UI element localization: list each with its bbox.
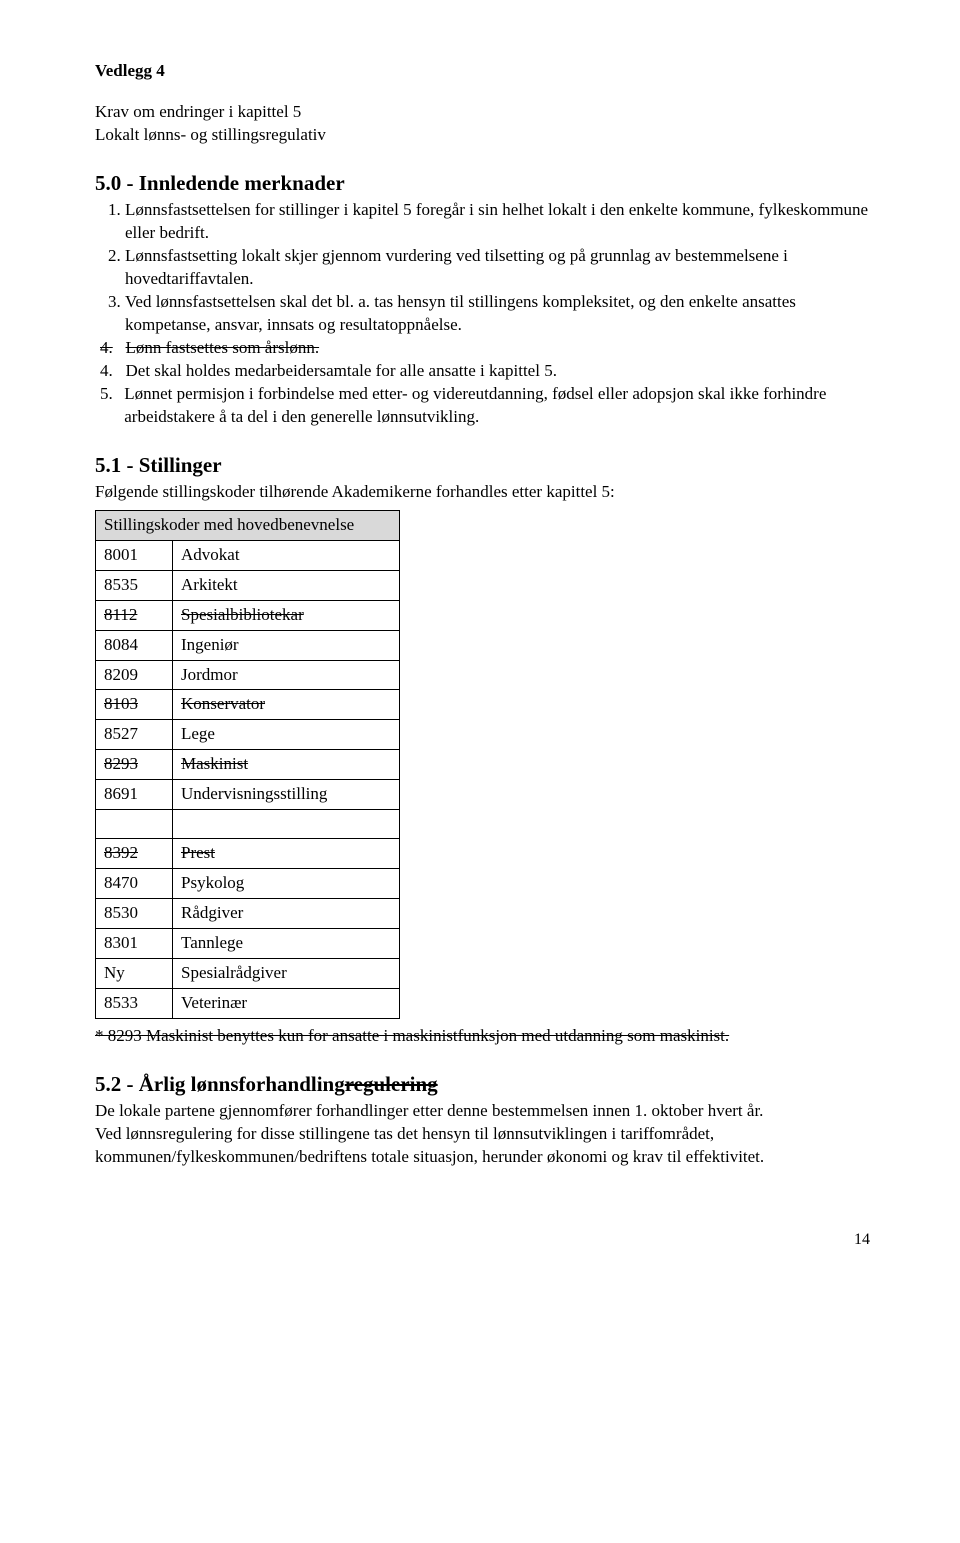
subtitle-line2: Lokalt lønns- og stillingsregulativ [95,124,870,147]
renumbered-item-4: 4. Det skal holdes medarbeidersamtale fo… [95,360,870,383]
name-cell: Veterinær [173,988,400,1018]
stillingskoder-table: Stillingskoder med hovedbenevnelse 8001A… [95,510,400,1019]
code-cell: 8533 [96,988,173,1018]
page-number: 14 [95,1229,870,1251]
struck-text: Lønn fastsettes som årslønn. [126,338,320,357]
table-row: 8293Maskinist [96,750,400,780]
table-row: 8301Tannlege [96,929,400,959]
code-cell: 8470 [96,869,173,899]
subtitle-block: Krav om endringer i kapittel 5 Lokalt lø… [95,101,870,147]
item-text: Det skal holdes medarbeidersamtale for a… [126,361,557,380]
list-item: Ved lønnsfastsettelsen skal det bl. a. t… [125,291,870,337]
code-cell: 8293 [96,750,173,780]
table-row: 8112Spesialbibliotekar [96,600,400,630]
table-row: 8001Advokat [96,540,400,570]
code-cell: 8084 [96,630,173,660]
code-cell: 8392 [96,839,173,869]
title-struck-word: regulering [345,1072,438,1096]
table-row: 8527Lege [96,720,400,750]
section-5-0-list: Lønnsfastsettelsen for stillinger i kapi… [95,199,870,337]
struck-label: 4. [100,338,113,357]
code-cell: 8301 [96,929,173,959]
name-cell: Tannlege [173,929,400,959]
title-prefix: 5.2 - Årlig lønns [95,1072,239,1096]
name-cell: Konservator [173,690,400,720]
table-row: NySpesialrådgiver [96,958,400,988]
renumbered-item-5: 5. Lønnet permisjon i forbindelse med et… [95,383,870,429]
name-cell: Spesialbibliotekar [173,600,400,630]
table-row: 8084Ingeniør [96,630,400,660]
table-row: 8535Arkitekt [96,570,400,600]
code-cell: 8691 [96,780,173,810]
name-cell: Maskinist [173,750,400,780]
name-cell: Rådgiver [173,899,400,929]
table-row: 8103Konservator [96,690,400,720]
name-cell: Undervisningsstilling [173,780,400,810]
name-cell: Advokat [173,540,400,570]
table-header: Stillingskoder med hovedbenevnelse [96,510,400,540]
table-row: 8530Rådgiver [96,899,400,929]
code-cell: 8001 [96,540,173,570]
section-5-2-para1: De lokale partene gjennomfører forhandli… [95,1100,870,1123]
item-label: 4. [100,361,113,380]
section-5-0-title: 5.0 - Innledende merknader [95,169,870,197]
code-cell: 8103 [96,690,173,720]
item-text: Lønnet permisjon i forbindelse med etter… [124,383,844,429]
section-5-1-title: 5.1 - Stillinger [95,451,870,479]
table-row: 8209Jordmor [96,660,400,690]
section-5-1-intro: Følgende stillingskoder tilhørende Akade… [95,481,870,504]
code-cell: 8530 [96,899,173,929]
vedlegg-label: Vedlegg 4 [95,60,870,83]
item-label: 5. [100,383,120,406]
code-cell: 8209 [96,660,173,690]
name-cell: Ingeniør [173,630,400,660]
name-cell: Spesialrådgiver [173,958,400,988]
struck-list-item-4: 4. Lønn fastsettes som årslønn. [95,337,870,360]
subtitle-line1: Krav om endringer i kapittel 5 [95,101,870,124]
code-cell: Ny [96,958,173,988]
table-row: 8533Veterinær [96,988,400,1018]
name-cell: Prest [173,839,400,869]
code-cell: 8527 [96,720,173,750]
name-cell: Arkitekt [173,570,400,600]
code-cell: 8112 [96,600,173,630]
list-item: Lønnsfastsettelsen for stillinger i kapi… [125,199,870,245]
table-row: 8470Psykolog [96,869,400,899]
table-footnote: * 8293 Maskinist benyttes kun for ansatt… [95,1025,870,1048]
table-row: 8392Prest [96,839,400,869]
list-item: Lønnsfastsetting lokalt skjer gjennom vu… [125,245,870,291]
section-5-2-title: 5.2 - Årlig lønnsforhandlingregulering [95,1070,870,1098]
name-cell: Lege [173,720,400,750]
table-row: 8691Undervisningsstilling [96,780,400,810]
name-cell: Jordmor [173,660,400,690]
section-5-2-para2: Ved lønnsregulering for disse stillingen… [95,1123,870,1169]
table-spacer-row [96,810,400,839]
code-cell: 8535 [96,570,173,600]
title-new-word: forhandling [239,1072,345,1096]
name-cell: Psykolog [173,869,400,899]
